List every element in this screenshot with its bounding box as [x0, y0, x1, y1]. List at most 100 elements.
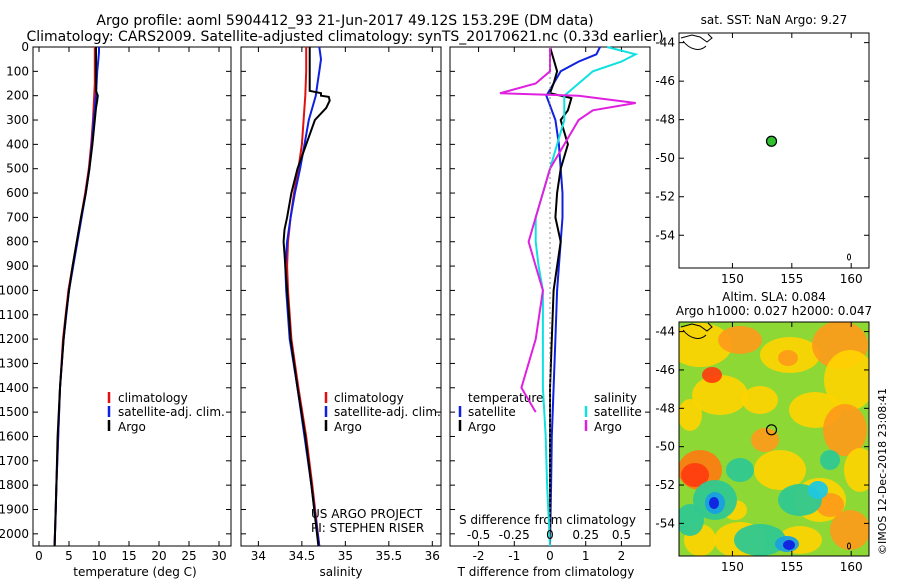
series-line-difference-t-argo	[548, 46, 573, 546]
secondary-tick-label: 0	[546, 528, 554, 542]
x-tick-label-salinity: 35.5	[375, 549, 402, 563]
diff-legend-temperature-title: temperature	[468, 391, 543, 405]
sla-blob	[679, 323, 732, 367]
map-y-tick-label-sla_map: -46	[655, 363, 675, 377]
sla-blob	[742, 386, 778, 414]
secondary-tick-label: 0.5	[612, 528, 631, 542]
depth-tick-label: 1700	[0, 454, 29, 468]
difference-xlabel: T difference from climatology	[457, 565, 635, 579]
sla-blob	[679, 504, 704, 536]
secondary-tick-label: 0.25	[572, 528, 599, 542]
map-x-tick-label-sla_map: 150	[721, 560, 744, 574]
depth-tick-label: 400	[6, 137, 29, 151]
map-x-tick-label-sst_map: 160	[840, 272, 863, 286]
panel-frame-salinity	[240, 46, 442, 547]
x-tick-label-difference: 1	[582, 549, 590, 563]
map-x-tick-label-sst_map: 150	[721, 272, 744, 286]
map-y-tick-label-sla_map: -54	[655, 516, 675, 530]
coastline	[680, 322, 713, 332]
coastline	[682, 40, 707, 50]
salinity-xlabel: salinity	[319, 565, 362, 579]
sla-blob	[679, 399, 702, 431]
diff-legend-t-argo: Argo	[468, 420, 496, 434]
sal-legend-satellite: satellite-adj. clim.	[334, 405, 441, 419]
sst-map-frame	[678, 32, 870, 269]
map-y-tick-label-sla_map: -50	[655, 440, 675, 454]
map-y-tick-label-sst_map: -48	[655, 113, 675, 127]
x-tick-label-salinity: 35	[338, 549, 353, 563]
sla-blob	[709, 497, 719, 509]
diff-legend-salinity-title: salinity	[594, 391, 637, 405]
depth-tick-label: 1900	[0, 502, 29, 516]
map-y-tick-label-sla_map: -44	[655, 325, 675, 339]
argo-position-marker	[765, 135, 778, 147]
map-y-tick-label-sst_map: -44	[655, 36, 675, 50]
sla-blob	[808, 481, 828, 499]
sla-blob	[754, 450, 806, 490]
series-line-salinity-argo	[282, 47, 331, 547]
depth-tick-label: 200	[6, 89, 29, 103]
sla-blob	[718, 326, 762, 354]
map-y-tick-label-sla_map: -48	[655, 401, 675, 415]
x-tick-label-temperature: 15	[121, 549, 136, 563]
map-y-tick-label-sst_map: -50	[655, 151, 675, 165]
x-tick-label-salinity: 34.5	[289, 549, 316, 563]
depth-tick-label: 1100	[0, 308, 29, 322]
depth-tick-label: 1000	[0, 283, 29, 297]
depth-tick-label: 500	[6, 162, 29, 176]
map-y-tick-label-sst_map: -46	[655, 74, 675, 88]
x-tick-label-temperature: 30	[211, 549, 226, 563]
map-y-tick-label-sst_map: -54	[655, 228, 675, 242]
depth-tick-label: 1400	[0, 381, 29, 395]
sla-map-subtitle: Argo h1000: 0.027 h2000: 0.047	[676, 304, 872, 318]
depth-tick-label: 1500	[0, 405, 29, 419]
coastline	[682, 329, 707, 339]
temperature-xlabel: temperature (deg C)	[73, 565, 196, 579]
chart-title-line1: Argo profile: aoml 5904412_93 21-Jun-201…	[96, 13, 594, 29]
series-line-difference-t-satellite	[545, 46, 601, 547]
sla-blob	[824, 350, 869, 410]
panel-frame-temperature	[32, 46, 232, 547]
pi-label: PI: STEPHEN RISER	[311, 521, 424, 535]
depth-tick-label: 1200	[0, 332, 29, 346]
argo-position-marker-sla	[765, 424, 778, 436]
temp-legend-argo: Argo	[118, 420, 146, 434]
secondary-tick-label: -0.5	[467, 528, 490, 542]
sal-legend-argo: Argo	[334, 420, 362, 434]
sal-legend-climatology: climatology	[334, 391, 404, 405]
secondary-tick-label: -0.25	[499, 528, 530, 542]
sla-blob	[816, 493, 844, 517]
sst-map-title: sat. SST: NaN Argo: 9.27	[701, 13, 848, 27]
sla-blob	[820, 450, 840, 470]
sla-blob	[830, 510, 869, 550]
x-tick-label-salinity: 34	[251, 549, 266, 563]
coastline	[680, 33, 713, 43]
sla-map-title: Altim. SLA: 0.084	[722, 290, 826, 304]
map-x-tick-label-sst_map: 155	[780, 272, 803, 286]
map-y-tick-label-sla_map: -52	[655, 478, 675, 492]
sla-blob	[681, 463, 709, 487]
map-x-tick-label-sla_map: 155	[780, 560, 803, 574]
x-tick-label-temperature: 10	[91, 549, 106, 563]
imos-watermark: ©IMOS 12-Dec-2018 23:08:41	[876, 388, 889, 555]
secondary-xlabel: S difference from climatology	[459, 513, 636, 527]
us-argo-label: US ARGO PROJECT	[311, 507, 423, 521]
depth-tick-label: 600	[6, 186, 29, 200]
sla-blob	[692, 375, 748, 415]
depth-tick-label: 700	[6, 210, 29, 224]
x-tick-label-difference: -2	[473, 549, 485, 563]
x-tick-label-temperature: 25	[181, 549, 196, 563]
depth-tick-label: 900	[6, 259, 29, 273]
series-line-difference-s-argo	[499, 47, 636, 413]
sla-blob	[726, 458, 754, 482]
sla-heatmap	[679, 322, 869, 556]
map-y-tick-label-sst_map: -52	[655, 190, 675, 204]
temp-legend-satellite: satellite-adj. clim.	[118, 405, 225, 419]
temp-legend-climatology: climatology	[118, 391, 188, 405]
sla-blob	[783, 540, 795, 550]
series-line-temperature-argo	[53, 47, 99, 547]
depth-tick-label: 1300	[0, 356, 29, 370]
chart-title-line2: Climatology: CARS2009. Satellite-adjuste…	[26, 29, 664, 45]
sla-blob	[734, 524, 786, 556]
